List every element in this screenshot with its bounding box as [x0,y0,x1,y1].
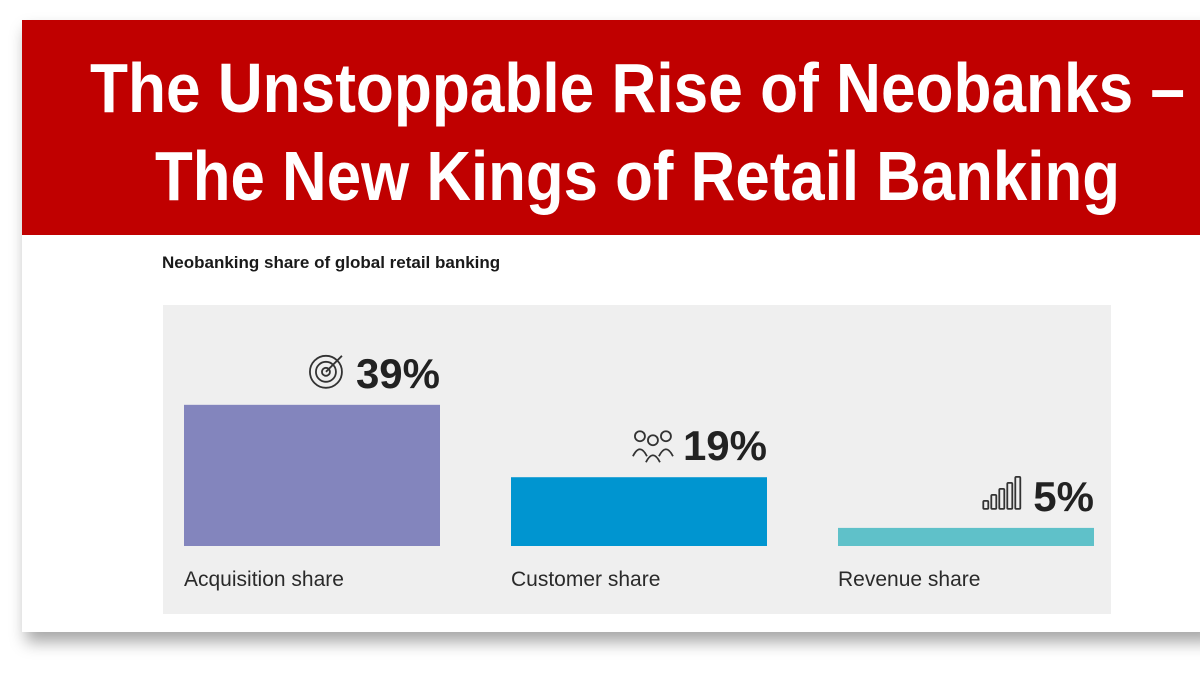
icon-ring [315,360,337,383]
bar [511,477,767,546]
icon [309,354,343,389]
value-label: 5% [1033,473,1094,520]
icon-bar [1014,475,1022,510]
icon-head [647,434,659,447]
icon-bar [998,487,1006,510]
icon-bar [1006,481,1014,510]
bar [838,527,1094,546]
value-label: 19% [683,422,767,469]
banner [22,20,1200,235]
chart-title: Neobanking share of global retail bankin… [162,253,500,272]
icon-body [645,454,661,463]
bar [184,404,440,546]
value-label: 39% [356,350,440,397]
banner-title-line: The New Kings of Retail Banking [155,137,1120,215]
icon-body [632,448,648,457]
icon-head [660,430,672,443]
icon-arrow [325,355,343,373]
category-label: Revenue share [838,568,980,591]
icon-bar [990,493,998,510]
icon-body [658,448,674,457]
icon-head [634,430,646,443]
icon [632,430,674,463]
icon [982,475,1022,510]
banner-title-line: The Unstoppable Rise of Neobanks – [90,49,1185,127]
category-label: Acquisition share [184,568,344,591]
icon-ring [321,366,331,377]
icon-ring [309,354,343,389]
icon-bar [982,499,990,510]
category-label: Customer share [511,568,660,591]
